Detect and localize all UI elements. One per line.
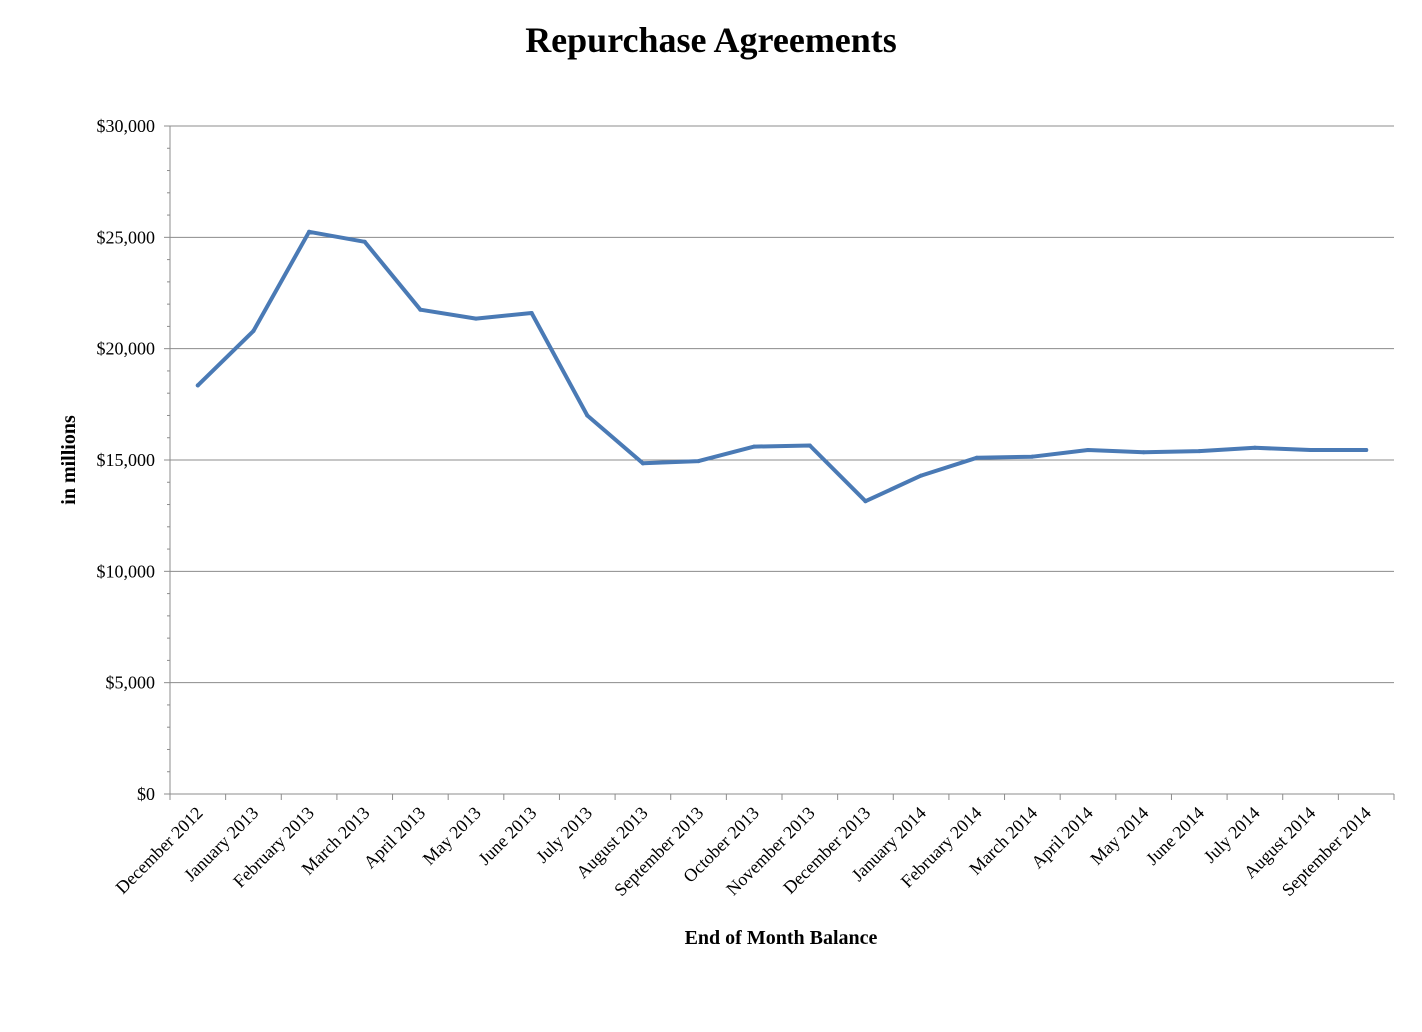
x-tick-label: April 2013 (360, 803, 430, 873)
data-point (1308, 447, 1313, 452)
y-tick-label: $0 (137, 784, 155, 804)
x-axis-title: End of Month Balance (685, 927, 878, 949)
y-tick-label: $30,000 (97, 116, 156, 136)
data-point (362, 239, 367, 244)
data-point (1141, 450, 1146, 455)
data-point (418, 307, 423, 312)
data-point (974, 455, 979, 460)
x-tick-label: June 2013 (474, 803, 540, 869)
data-point (529, 311, 534, 316)
gridlines (170, 125, 1394, 684)
data-point (195, 383, 200, 388)
y-tick-label: $25,000 (97, 227, 156, 247)
data-point (585, 413, 590, 418)
data-point (1252, 445, 1257, 450)
data-point (1086, 447, 1090, 452)
y-tick-label: $15,000 (97, 450, 156, 470)
x-tick-label: May 2013 (419, 803, 485, 869)
x-tick-label: May 2014 (1086, 803, 1152, 869)
y-tick-label: $10,000 (97, 561, 156, 581)
axes (164, 125, 1395, 800)
series-line (195, 229, 1369, 504)
x-tick-label: June 2014 (1142, 803, 1208, 869)
data-point (919, 473, 924, 478)
data-point (752, 444, 757, 449)
data-point (1364, 447, 1369, 452)
chart-title: Repurchase Agreements (525, 20, 897, 60)
data-point (251, 328, 256, 333)
data-point (1197, 449, 1202, 454)
y-tick-label: $5,000 (106, 673, 156, 693)
data-point (1030, 454, 1035, 459)
data-point (307, 229, 312, 234)
data-point (807, 443, 812, 448)
x-tick-label: April 2014 (1027, 803, 1097, 873)
data-point (696, 459, 701, 464)
data-point (640, 461, 645, 466)
data-point (863, 499, 868, 504)
y-tick-label: $20,000 (97, 339, 156, 359)
data-point (474, 316, 478, 321)
y-axis-title: in millions (58, 415, 80, 505)
series-layer (195, 229, 1369, 504)
y-axis-tick-labels: $0 $5,000 $10,000 $15,000 $20,000 $25,000 $30,… (97, 116, 156, 804)
